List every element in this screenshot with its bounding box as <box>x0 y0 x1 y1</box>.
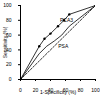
svg-text:80: 80 <box>78 87 84 93</box>
svg-text:60: 60 <box>5 31 12 38</box>
svg-text:40: 40 <box>5 46 12 53</box>
svg-text:PCA3: PCA3 <box>60 17 73 23</box>
svg-text:100: 100 <box>91 87 100 93</box>
svg-text:0: 0 <box>9 76 12 82</box>
svg-text:1-Specificity (%): 1-Specificity (%) <box>40 89 76 95</box>
svg-text:20: 20 <box>6 61 12 67</box>
svg-text:Sensitivity (%): Sensitivity (%) <box>2 26 8 58</box>
svg-text:PSA: PSA <box>58 43 69 49</box>
svg-text:0: 0 <box>19 87 22 93</box>
svg-text:80: 80 <box>6 17 12 23</box>
svg-text:100: 100 <box>3 2 12 8</box>
svg-text:20: 20 <box>33 87 39 93</box>
